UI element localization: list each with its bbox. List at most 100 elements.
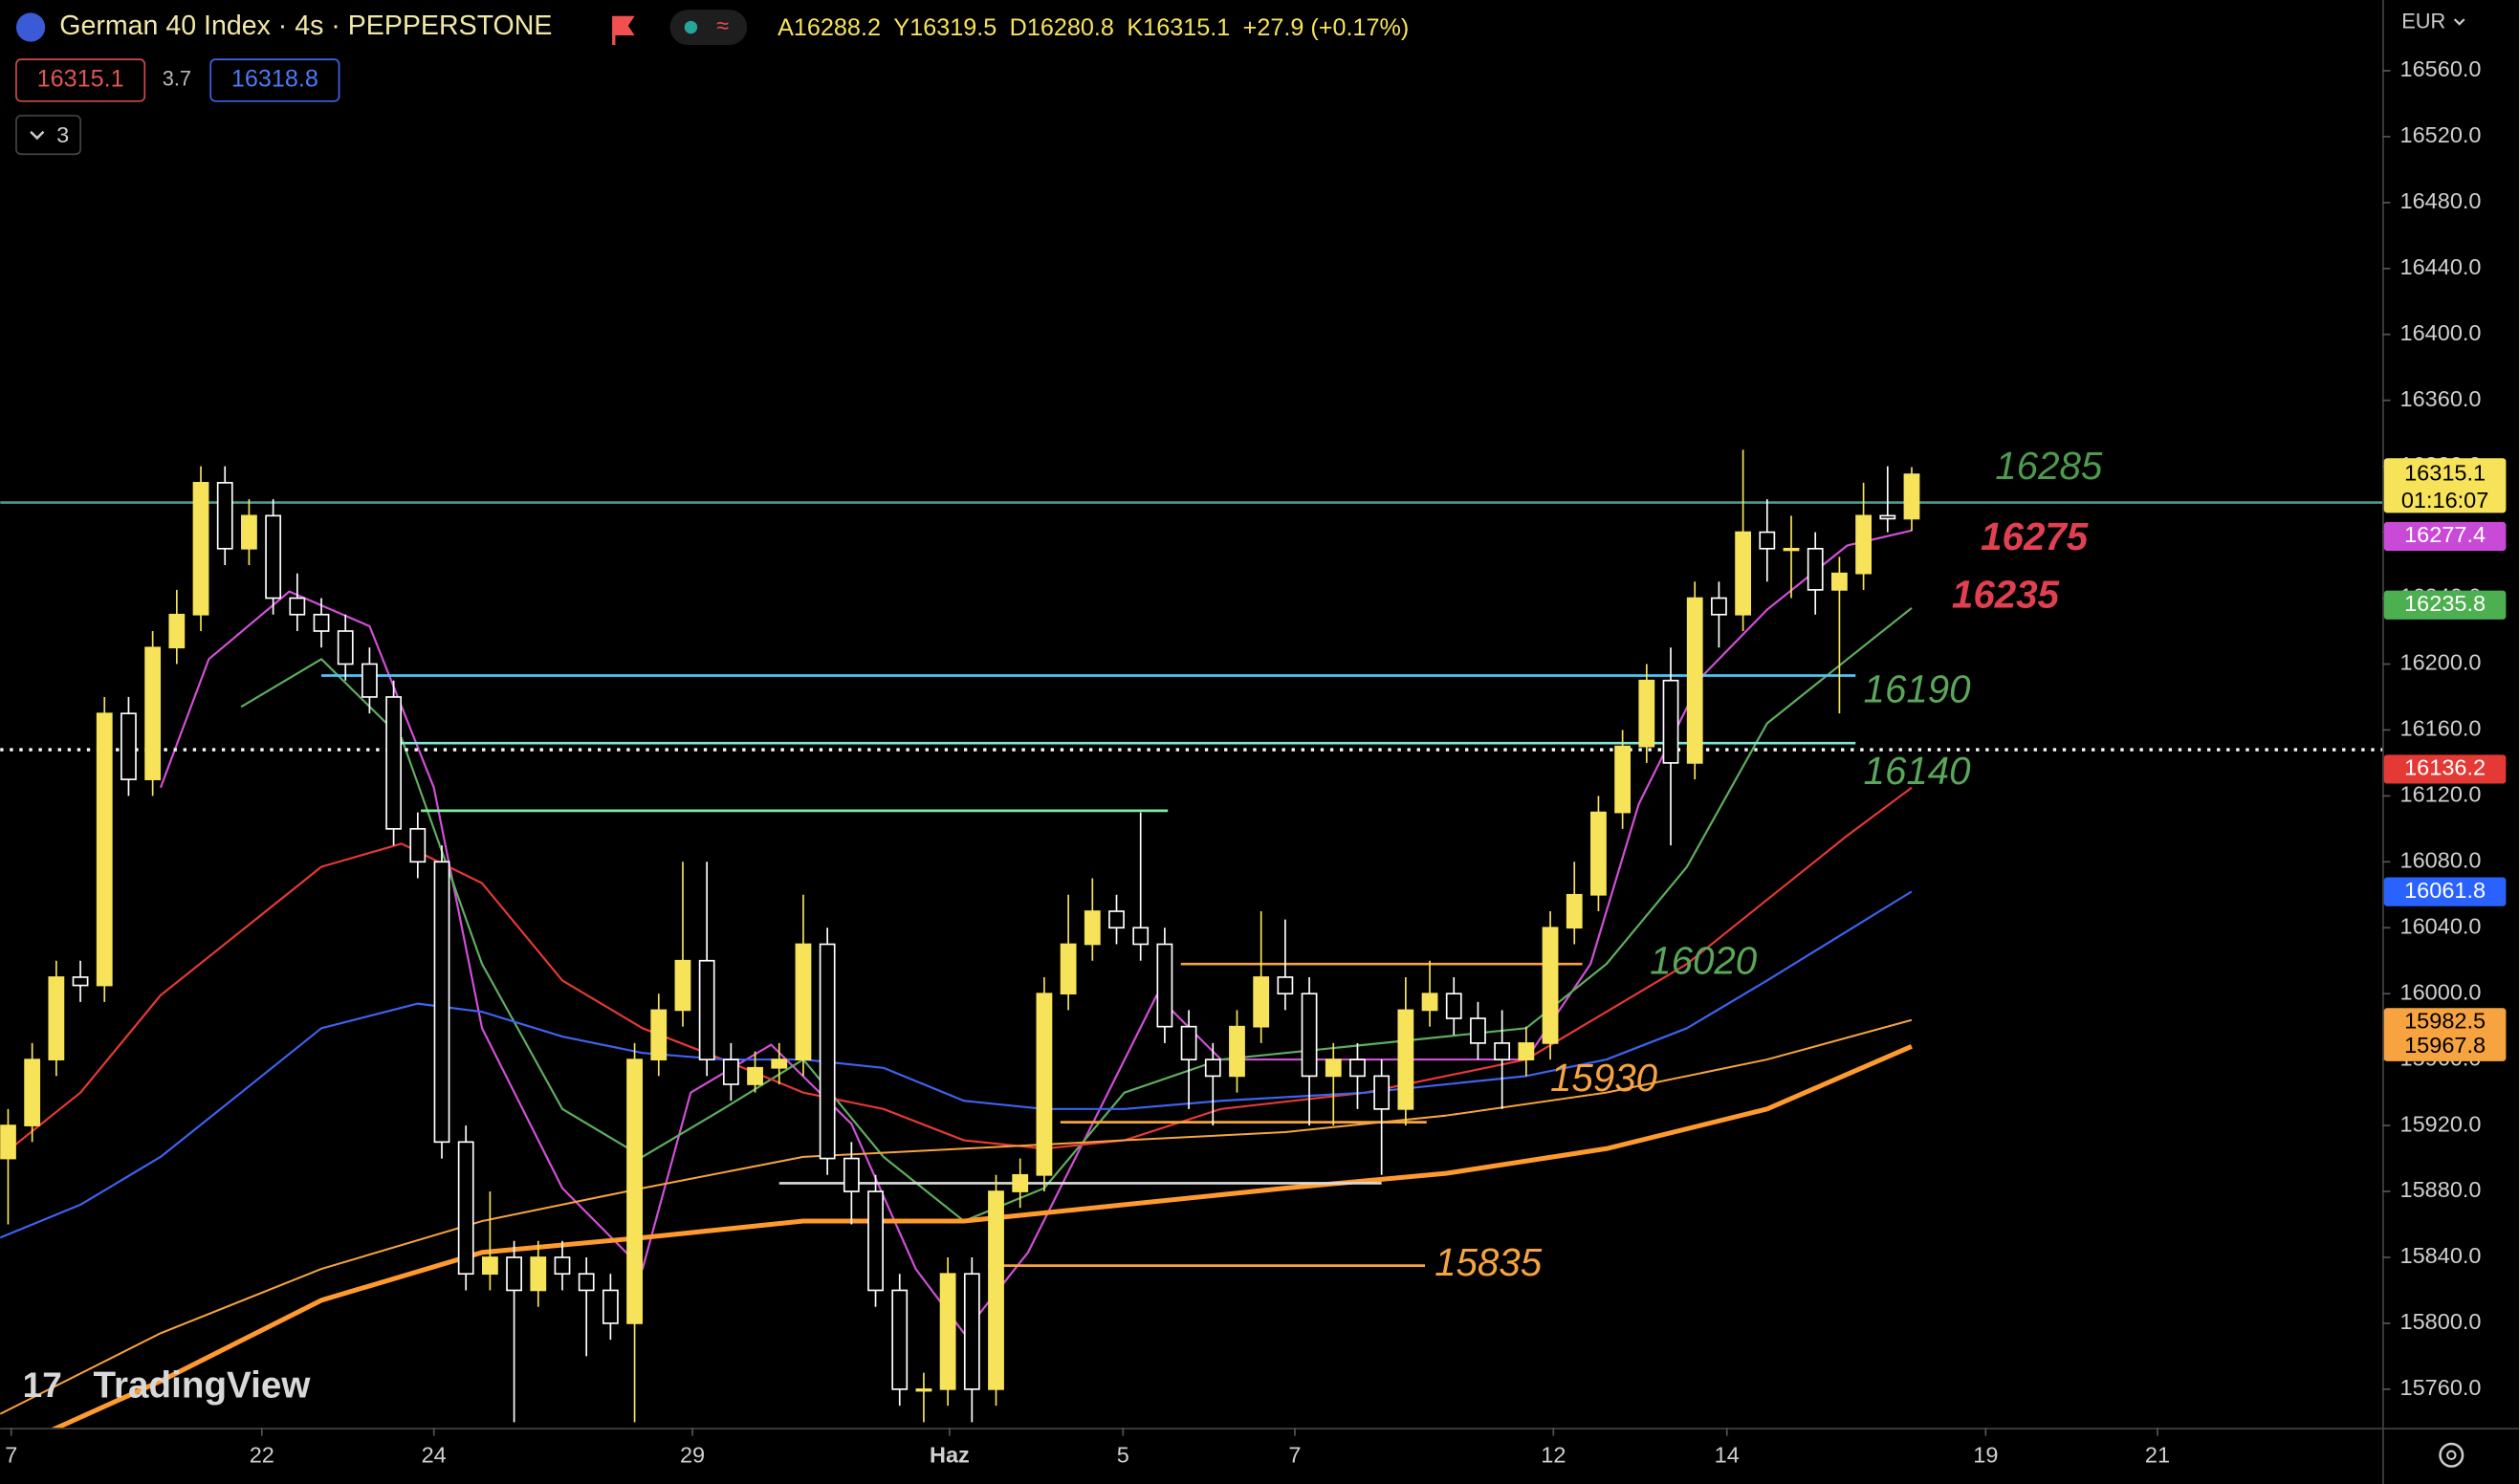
price-badge-label: 16136.2 xyxy=(2404,755,2486,780)
candle-body xyxy=(241,514,257,550)
y-tick-label: 16400.0 xyxy=(2400,320,2482,345)
moving-average-line xyxy=(0,890,1913,1239)
x-tick-label: 7 xyxy=(5,1443,17,1468)
price-badge xyxy=(2383,754,2507,784)
candle-body xyxy=(168,613,186,649)
candle-body xyxy=(1783,547,1800,552)
candle-body xyxy=(337,630,354,666)
price-badge xyxy=(2383,1008,2507,1037)
moving-average-line xyxy=(240,607,1913,1223)
candle-body xyxy=(867,1190,884,1292)
flag-icon[interactable] xyxy=(612,15,635,46)
candle-body xyxy=(1831,572,1848,591)
y-tick-label: 16200.0 xyxy=(2400,650,2482,675)
status-dot xyxy=(684,20,698,34)
x-tick-label: 5 xyxy=(1117,1443,1129,1468)
ohlc-value: 16315.1 xyxy=(1143,14,1230,41)
ohlc-value: 16280.8 xyxy=(1027,14,1114,41)
y-tick-label: 15840.0 xyxy=(2400,1243,2482,1268)
x-tick-label: 19 xyxy=(1973,1443,1998,1468)
y-tick-label: 16080.0 xyxy=(2400,848,2482,873)
candle-body xyxy=(457,1141,474,1276)
candle-body xyxy=(433,861,450,1144)
x-tick-label: 21 xyxy=(2145,1443,2170,1468)
spread: 3.7 xyxy=(163,67,191,91)
ohlc-label: K xyxy=(1127,14,1143,41)
candle-body xyxy=(1470,1017,1486,1044)
ohlc-value: 16288.2 xyxy=(794,14,881,41)
candle-body xyxy=(1807,547,1824,591)
moving-average-line xyxy=(0,1018,1913,1415)
price-badge-label: 15982.5 xyxy=(2404,1009,2486,1034)
candle-body xyxy=(626,1058,643,1324)
candle-body xyxy=(1662,679,1679,764)
candle-body xyxy=(1614,745,1632,814)
candle-body xyxy=(530,1256,547,1292)
settings-icon[interactable] xyxy=(2439,1442,2464,1468)
ask-box[interactable] xyxy=(209,58,340,102)
candle-body xyxy=(1229,1025,1245,1078)
y-tick-label: 16520.0 xyxy=(2400,122,2482,147)
logo-text: TradingView xyxy=(94,1364,312,1406)
candle-body xyxy=(1566,893,1583,929)
level-annotation: 15835 xyxy=(1435,1241,1543,1284)
candle-body xyxy=(939,1273,956,1390)
level-annotation: 16190 xyxy=(1864,668,1972,711)
candle-body xyxy=(722,1058,739,1085)
price-badge-label: 15967.8 xyxy=(2404,1033,2486,1058)
settings-icon-center xyxy=(2446,1450,2457,1460)
candle-body xyxy=(771,1058,788,1069)
status-wave: ≈ xyxy=(716,13,729,38)
candle-body xyxy=(891,1289,909,1390)
bid-price: 16315.1 xyxy=(37,66,124,93)
x-tick-label: 12 xyxy=(1541,1443,1566,1468)
x-tick-label: 29 xyxy=(680,1443,705,1468)
candle-body xyxy=(409,827,427,863)
moving-average-line xyxy=(51,1043,1913,1429)
price-badge xyxy=(2383,458,2507,513)
candle-body xyxy=(1542,927,1559,1044)
status-pill[interactable] xyxy=(669,10,748,46)
price-badge xyxy=(2383,590,2507,620)
candle-body xyxy=(915,1388,932,1392)
x-tick-label: 14 xyxy=(1715,1443,1740,1468)
ohlc-change: +27.9 (+0.17%) xyxy=(1243,14,1410,41)
candle-body xyxy=(120,712,137,780)
candle-body xyxy=(1132,927,1150,946)
candle-body xyxy=(1518,1042,1535,1060)
candle-body xyxy=(72,976,89,987)
candle-body xyxy=(1494,1042,1511,1060)
candle-body xyxy=(963,1273,980,1390)
indicator-count: 3 xyxy=(56,122,69,147)
candle-body xyxy=(1349,1058,1366,1078)
candle-body xyxy=(481,1256,498,1276)
candle-body xyxy=(988,1190,1004,1390)
candle-body xyxy=(1180,1025,1197,1060)
bid-box[interactable] xyxy=(15,58,146,102)
candle-body xyxy=(1156,943,1173,1028)
y-tick-label: 16040.0 xyxy=(2400,913,2482,938)
chart-title[interactable]: German 40 Index · 4s · PEPPERSTONE xyxy=(59,11,552,41)
candle-body xyxy=(361,663,378,698)
candle-body xyxy=(554,1256,571,1276)
x-tick-label: Haz xyxy=(930,1443,970,1468)
y-tick-label: 15880.0 xyxy=(2400,1177,2482,1202)
y-tick-label: 16000.0 xyxy=(2400,979,2482,1004)
candle-body xyxy=(1108,910,1125,929)
indicators-toggle[interactable] xyxy=(15,115,81,156)
x-tick-label: 22 xyxy=(250,1443,274,1468)
candle-body xyxy=(0,1124,16,1160)
level-annotation: 16140 xyxy=(1864,750,1972,793)
ohlc-value: 16319.5 xyxy=(909,14,997,41)
y-tick-label: 16480.0 xyxy=(2400,188,2482,213)
candle-body xyxy=(1421,993,1438,1012)
candle-body xyxy=(1686,597,1703,764)
price-badge-label: 16277.4 xyxy=(2404,522,2486,547)
currency[interactable]: EUR xyxy=(2401,9,2445,33)
candle-body xyxy=(602,1289,619,1324)
candle-body xyxy=(192,482,209,616)
symbol-logo xyxy=(15,12,46,42)
ask-price: 16318.8 xyxy=(231,66,318,93)
candle-body xyxy=(674,959,691,1012)
